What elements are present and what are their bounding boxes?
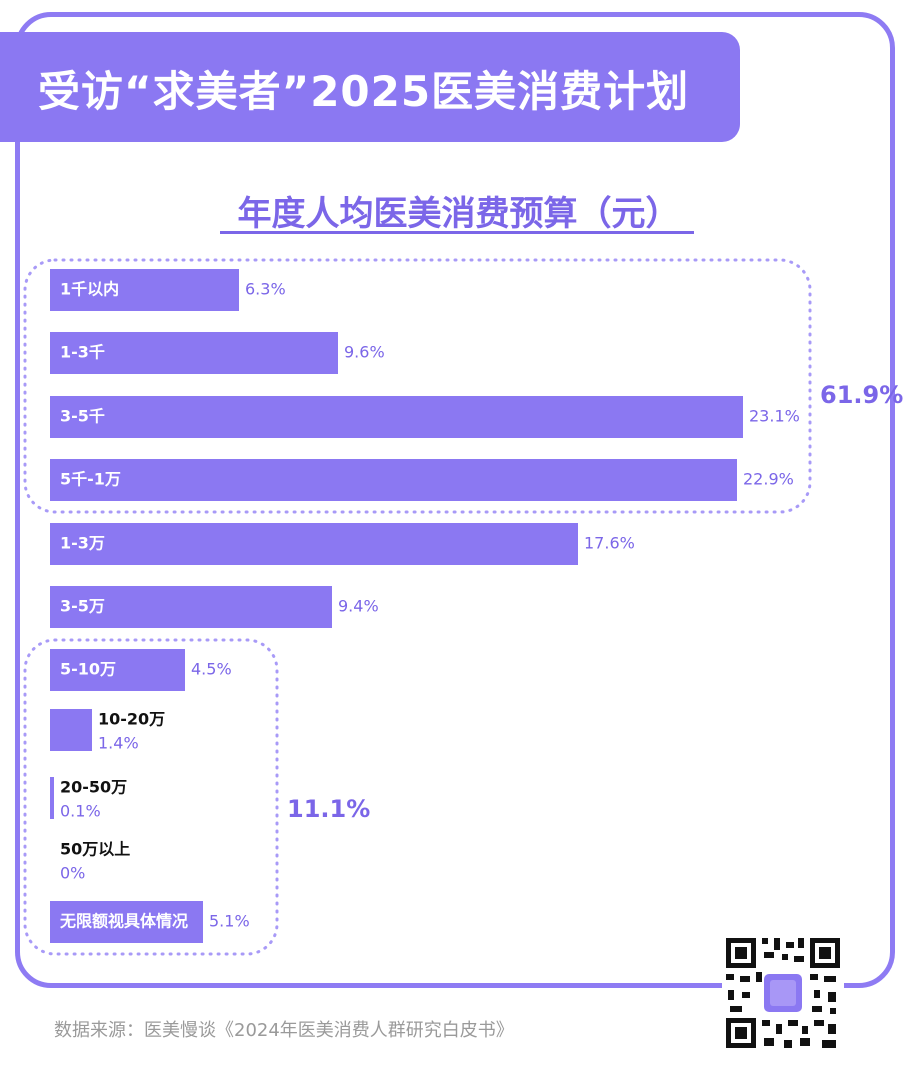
bar bbox=[50, 269, 239, 311]
value-label: 1.4% bbox=[98, 734, 139, 753]
bar bbox=[50, 709, 92, 751]
category-label: 无限额视具体情况 bbox=[59, 912, 188, 931]
value-label: 9.6% bbox=[344, 343, 385, 362]
value-label: 5.1% bbox=[209, 912, 250, 931]
value-label: 23.1% bbox=[749, 407, 800, 426]
chart-title: 年度人均医美消费预算（元） bbox=[237, 194, 680, 234]
category-label: 20-50万 bbox=[60, 778, 127, 797]
category-label: 5千-1万 bbox=[60, 470, 121, 489]
category-label: 3-5万 bbox=[60, 597, 105, 616]
group-total-label-2: 11.1% bbox=[287, 795, 370, 823]
bar bbox=[50, 396, 743, 438]
category-label: 3-5千 bbox=[60, 407, 105, 426]
bar bbox=[50, 777, 54, 819]
value-label: 9.4% bbox=[338, 597, 379, 616]
group-box-2 bbox=[23, 638, 279, 956]
value-label: 17.6% bbox=[584, 534, 635, 553]
qr-code-icon bbox=[722, 934, 844, 1052]
category-label: 1-3万 bbox=[60, 534, 105, 553]
chart-title-underline bbox=[220, 231, 694, 234]
category-label: 50万以上 bbox=[60, 840, 130, 859]
category-label: 1-3千 bbox=[60, 343, 105, 362]
group-box-1 bbox=[23, 258, 812, 514]
value-label: 6.3% bbox=[245, 280, 286, 299]
category-label: 5-10万 bbox=[60, 660, 116, 679]
group-total-label-1: 61.9% bbox=[820, 381, 903, 409]
value-label: 4.5% bbox=[191, 660, 232, 679]
data-source: 数据来源：医美慢谈《2024年医美消费人群研究白皮书》 bbox=[54, 1020, 514, 1041]
bar bbox=[50, 901, 203, 943]
category-label: 1千以内 bbox=[60, 280, 119, 299]
bar bbox=[50, 649, 185, 691]
bar bbox=[50, 586, 332, 628]
page-title: 受访“求美者”2025医美消费计划 bbox=[38, 67, 690, 116]
value-label: 0% bbox=[60, 864, 85, 883]
bar bbox=[50, 459, 737, 501]
bar bbox=[50, 523, 578, 565]
value-label: 22.9% bbox=[743, 470, 794, 489]
category-label: 10-20万 bbox=[98, 710, 165, 729]
title-banner bbox=[0, 32, 740, 142]
value-label: 0.1% bbox=[60, 802, 101, 821]
bar bbox=[50, 332, 338, 374]
